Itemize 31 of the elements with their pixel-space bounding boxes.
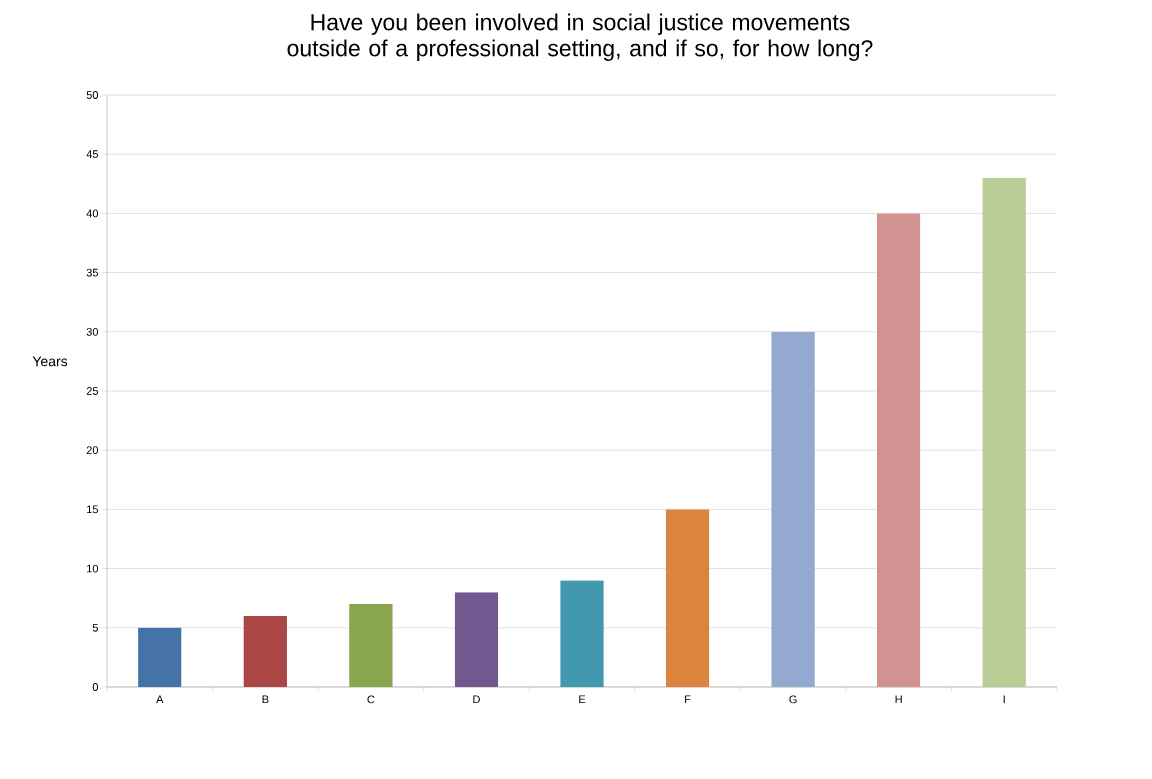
y-tick-label: 45 [86,150,98,159]
bar [349,604,393,687]
x-tick-label: A [156,695,164,704]
bar [560,580,604,687]
y-tick-label: 0 [92,683,99,691]
bar [138,627,182,687]
y-tick-label: 50 [86,91,99,99]
y-axis-title: Years [32,356,68,367]
y-tick-label: 5 [92,623,98,632]
y-tick-label: 30 [86,327,99,336]
y-tick-label: 10 [87,564,99,573]
x-tick-label: D [473,695,480,704]
bar [454,592,499,687]
y-tick-label: 15 [87,505,98,514]
x-tick-label: G [789,695,797,704]
y-tick-label: 20 [86,446,99,455]
bar [243,615,287,687]
x-tick-label: F [685,695,691,704]
y-tick-label: 40 [86,209,99,218]
chart-title: Have you been involved in social justice movements outside of a professional setting, and if so, for how long? [287,13,873,61]
bar [771,331,815,687]
bar [877,213,921,687]
y-tick-label: 25 [86,387,98,395]
bar [665,509,710,687]
y-tick-label: 35 [86,268,98,277]
x-tick-label: C [367,695,375,704]
x-tick-label: H [895,695,902,704]
bar [982,177,1026,687]
x-tick-label: B [262,695,269,704]
x-tick-label: I [1003,695,1005,704]
x-tick-label: E [579,695,586,704]
